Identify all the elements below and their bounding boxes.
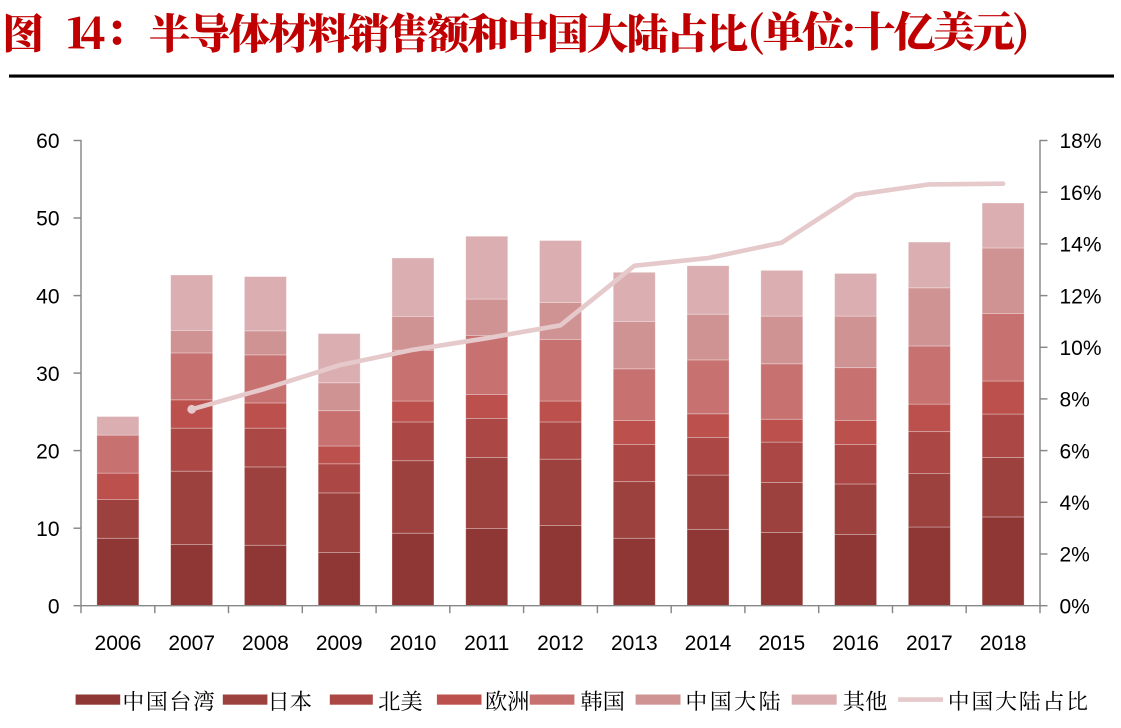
- svg-text:2018: 2018: [980, 632, 1027, 655]
- svg-text:30: 30: [36, 363, 59, 386]
- svg-text:4%: 4%: [1060, 492, 1090, 515]
- svg-text:2017: 2017: [906, 632, 953, 655]
- svg-text:2014: 2014: [685, 632, 732, 655]
- svg-text:16%: 16%: [1060, 182, 1102, 205]
- svg-text:60: 60: [36, 130, 59, 153]
- svg-text:18%: 18%: [1060, 130, 1102, 153]
- svg-text:12%: 12%: [1060, 285, 1102, 308]
- svg-text:10%: 10%: [1060, 337, 1102, 360]
- svg-text:2%: 2%: [1060, 544, 1090, 567]
- svg-text:0: 0: [48, 595, 60, 618]
- svg-text:0%: 0%: [1060, 595, 1090, 618]
- svg-text:2006: 2006: [95, 632, 142, 655]
- svg-text:2007: 2007: [168, 632, 215, 655]
- svg-text:20: 20: [36, 440, 59, 463]
- svg-text:2009: 2009: [316, 632, 363, 655]
- svg-text:2010: 2010: [390, 632, 437, 655]
- svg-text:2011: 2011: [464, 632, 509, 655]
- svg-text:8%: 8%: [1060, 389, 1090, 412]
- svg-text:50: 50: [36, 208, 59, 231]
- svg-text:40: 40: [36, 285, 59, 308]
- svg-text:2012: 2012: [537, 632, 584, 655]
- svg-text:2015: 2015: [758, 632, 805, 655]
- svg-text:10: 10: [36, 518, 59, 541]
- svg-text:2013: 2013: [611, 632, 658, 655]
- svg-text:2008: 2008: [242, 632, 289, 655]
- svg-text:6%: 6%: [1060, 440, 1090, 463]
- svg-text:14%: 14%: [1060, 234, 1102, 257]
- svg-text:2016: 2016: [832, 632, 879, 655]
